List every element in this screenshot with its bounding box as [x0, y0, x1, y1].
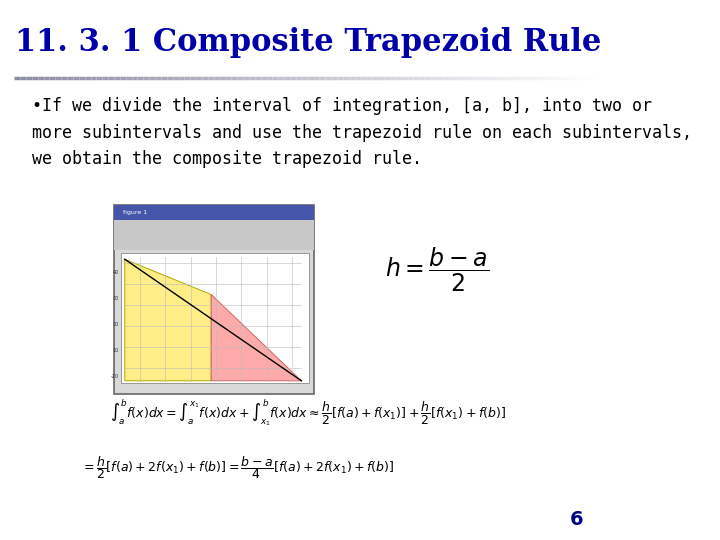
Text: figure 1: figure 1	[123, 210, 147, 215]
Text: -20: -20	[111, 374, 119, 380]
Text: $\int_a^b f(x)dx = \int_a^{x_1} f(x)dx + \int_{x_1}^b f(x)dx \approx \dfrac{h}{2: $\int_a^b f(x)dx = \int_a^{x_1} f(x)dx +…	[109, 398, 505, 428]
Bar	[121, 253, 309, 383]
Text: $= \dfrac{h}{2}[f(a)+2f(x_1)+f(b)] = \dfrac{b-a}{4}[f(a)+2f(x_1)+f(b)]$: $= \dfrac{h}{2}[f(a)+2f(x_1)+f(b)] = \df…	[81, 454, 394, 481]
Bar	[114, 205, 314, 220]
Text: 11. 3. 1 Composite Trapezoid Rule: 11. 3. 1 Composite Trapezoid Rule	[14, 27, 601, 58]
Bar	[114, 205, 314, 394]
Text: $h = \dfrac{b-a}{2}$: $h = \dfrac{b-a}{2}$	[384, 246, 489, 294]
Bar	[114, 220, 314, 250]
Text: 40: 40	[113, 270, 119, 275]
Text: 30: 30	[113, 296, 119, 301]
Text: •If we divide the interval of integration, [a, b], into two or
more subintervals: •If we divide the interval of integratio…	[32, 97, 692, 168]
Polygon shape	[125, 259, 211, 381]
Text: 6: 6	[570, 510, 584, 529]
Text: 20: 20	[113, 322, 119, 327]
Text: 10: 10	[113, 348, 119, 353]
Polygon shape	[211, 294, 302, 381]
